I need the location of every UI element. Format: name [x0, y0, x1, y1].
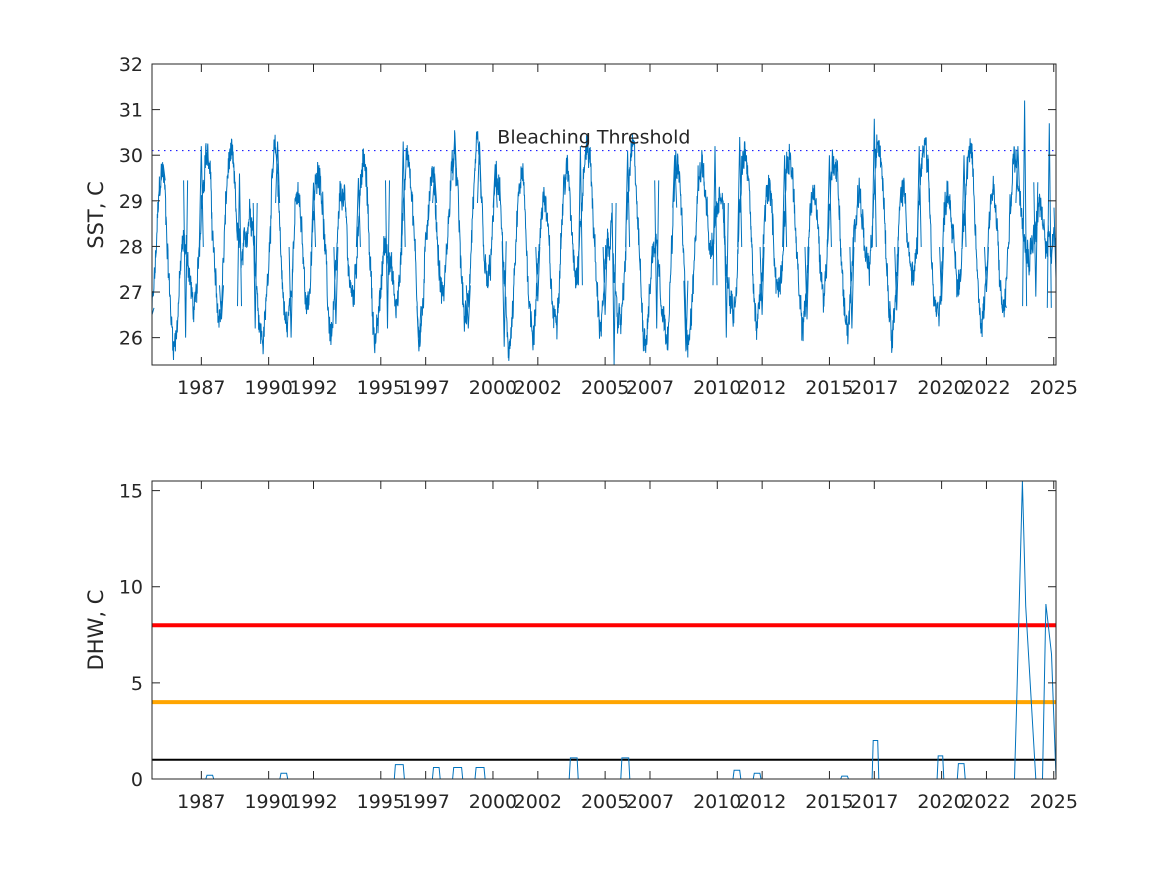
dhw-x-tick-label: 2007: [626, 791, 674, 813]
sst-x-tick-label: 1995: [357, 377, 405, 399]
sst-x-tick-label: 2025: [1030, 377, 1078, 399]
dhw-x-tick-label: 1995: [357, 791, 405, 813]
sst-x-tick-label: 2002: [514, 377, 562, 399]
sst-x-tick-label: 2012: [738, 377, 786, 399]
sst-x-tick-label: 1990: [244, 377, 292, 399]
sst-axes-box: [151, 63, 1057, 366]
dhw-plot-area: [152, 481, 1056, 779]
sst-y-tick-label: 32: [119, 54, 143, 76]
sst-y-tick-label: 28: [119, 236, 143, 258]
dhw-x-tick-label: 1987: [177, 791, 225, 813]
sst-x-tick-label: 2010: [693, 377, 741, 399]
dhw-x-tick-label: 2000: [469, 791, 517, 813]
sst-series-line: [152, 100, 1056, 365]
sst-y-tick-label: 29: [119, 191, 143, 213]
dhw-x-tick-label: 2015: [805, 791, 853, 813]
sst-y-ticks: 26 27 28 29 30 31 32: [119, 54, 1056, 350]
dhw-x-tick-label: 2012: [738, 791, 786, 813]
sst-x-tick-label: 2005: [581, 377, 629, 399]
sst-x-tick-label: 2020: [917, 377, 965, 399]
sst-plot-area: [152, 64, 1056, 365]
dhw-x-tick-label: 2010: [693, 791, 741, 813]
dhw-y-ticks: 0 5 10 15: [119, 481, 1056, 791]
dhw-y-tick-label: 0: [131, 769, 143, 791]
sst-y-tick-label: 27: [119, 282, 143, 304]
dhw-x-tick-label: 2005: [581, 791, 629, 813]
bleaching-threshold-label: Bleaching Threshold: [497, 127, 690, 149]
sst-y-axis-label: SST, C: [84, 181, 108, 249]
dhw-x-tick-label: 2017: [850, 791, 898, 813]
sst-y-tick-label: 26: [119, 328, 143, 350]
dhw-y-tick-label: 10: [119, 577, 143, 599]
dhw-x-tick-label: 1992: [289, 791, 337, 813]
sst-x-tick-label: 2017: [850, 377, 898, 399]
dhw-x-tick-label: 2002: [514, 791, 562, 813]
dhw-x-tick-label: 2020: [917, 791, 965, 813]
dhw-x-tick-label: 2025: [1030, 791, 1078, 813]
sst-x-tick-label: 1987: [177, 377, 225, 399]
sst-x-tick-label: 2000: [469, 377, 517, 399]
sst-y-tick-label: 31: [119, 100, 143, 122]
dhw-axes-box: [151, 480, 1057, 780]
sst-x-tick-label: 2015: [805, 377, 853, 399]
sst-series-group: [152, 100, 1056, 365]
dhw-series-line: [152, 481, 1056, 779]
sst-y-tick-label: 30: [119, 145, 143, 167]
sst-x-tick-label: 2007: [626, 377, 674, 399]
sst-x-tick-label: 1992: [289, 377, 337, 399]
dhw-y-tick-label: 5: [131, 673, 143, 695]
sst-x-tick-label: 2022: [962, 377, 1010, 399]
dhw-y-axis-label: DHW, C: [84, 590, 108, 671]
dhw-x-tick-label: 2022: [962, 791, 1010, 813]
dhw-reference-lines: [152, 623, 1056, 761]
dhw-x-tick-label: 1997: [401, 791, 449, 813]
dhw-series-group: [152, 481, 1056, 779]
sst-x-tick-label: 1997: [401, 377, 449, 399]
dhw-x-tick-label: 1990: [244, 791, 292, 813]
dhw-y-tick-label: 15: [119, 481, 143, 503]
